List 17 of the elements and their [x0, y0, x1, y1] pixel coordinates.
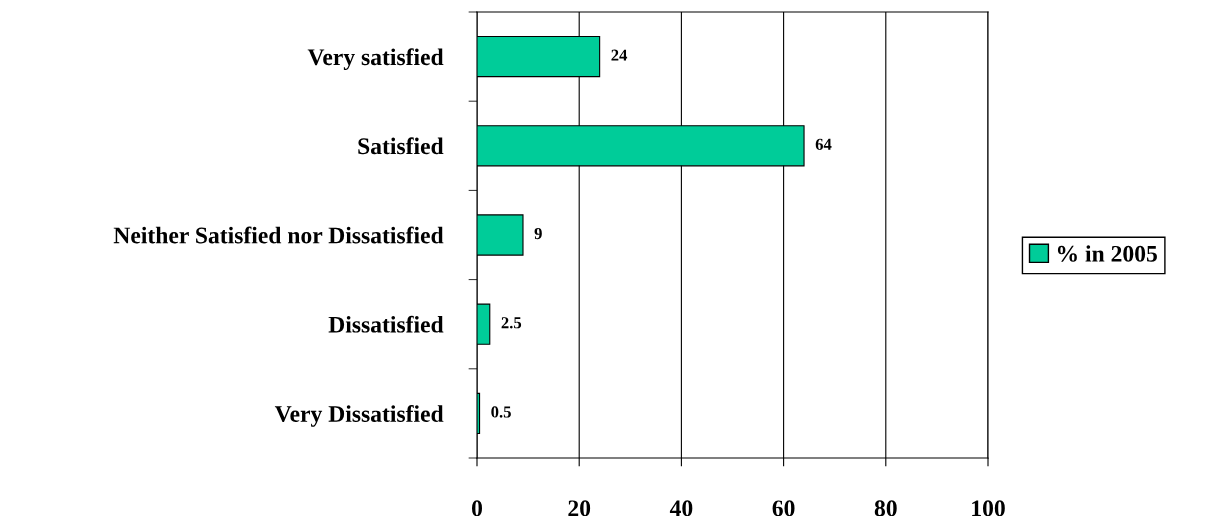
data-label: 24 — [611, 49, 628, 61]
x-tick-label: 0 — [472, 500, 482, 516]
x-tick-label: 20 — [568, 500, 591, 516]
y-tick-label: Very Dissatisfied — [274, 405, 444, 427]
x-tick-label: 100 — [972, 500, 1005, 516]
data-label: 2.5 — [501, 317, 522, 329]
y-tick-label: Very satisfied — [307, 48, 444, 71]
data-label: 64 — [815, 138, 832, 150]
x-tick-label: 80 — [874, 500, 897, 516]
y-tick-label: Neither Satisfied nor Dissatisfied — [113, 226, 444, 244]
x-tick-label: 60 — [772, 500, 795, 516]
x-tick-label: 40 — [669, 500, 693, 516]
data-label: 0.5 — [491, 406, 511, 418]
data-label: 9 — [534, 227, 542, 240]
legend-label: % in 2005 — [1057, 245, 1157, 262]
y-tick-label: Dissatisfied — [328, 315, 444, 333]
y-tick-label: Satisfied — [358, 137, 444, 155]
